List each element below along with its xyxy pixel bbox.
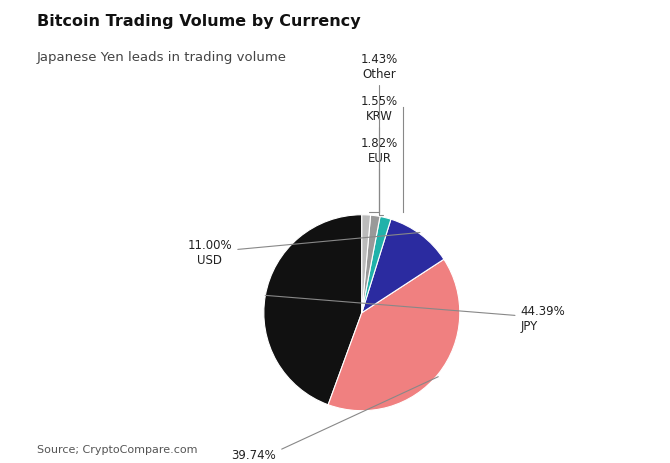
Text: 1.43%
Other: 1.43% Other: [361, 52, 398, 213]
Wedge shape: [328, 260, 460, 411]
Text: 44.39%
JPY: 44.39% JPY: [265, 296, 565, 332]
Wedge shape: [362, 220, 444, 313]
Text: Source; CryptoCompare.com: Source; CryptoCompare.com: [37, 444, 198, 454]
Text: 1.55%
KRW: 1.55% KRW: [361, 94, 398, 213]
Wedge shape: [362, 217, 391, 313]
Wedge shape: [362, 215, 371, 313]
Text: 11.00%
USD: 11.00% USD: [188, 233, 420, 266]
Text: Japanese Yen leads in trading volume: Japanese Yen leads in trading volume: [37, 51, 287, 64]
Wedge shape: [264, 215, 362, 405]
Text: Bitcoin Trading Volume by Currency: Bitcoin Trading Volume by Currency: [37, 14, 360, 29]
Text: 39.74%
USDT: 39.74% USDT: [232, 377, 438, 463]
Wedge shape: [362, 216, 380, 313]
Text: 1.82%
EUR: 1.82% EUR: [361, 137, 398, 215]
